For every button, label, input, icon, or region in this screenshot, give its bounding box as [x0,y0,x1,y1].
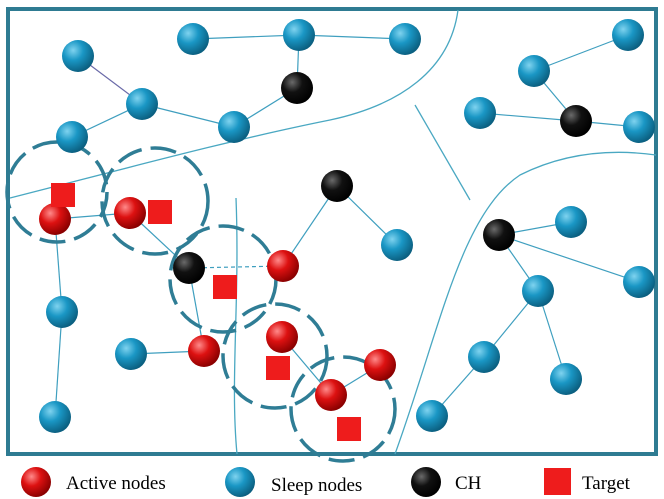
active-node [114,197,146,229]
sensing-range-ring [221,302,329,410]
network-link [498,234,640,283]
sleep-node [39,401,71,433]
legend-ch-label: CH [455,473,482,494]
sleep-node [62,40,94,72]
target-marker [213,275,237,299]
sleep-node [115,338,147,370]
active-node [39,203,71,235]
legend-ch-node-icon [411,467,441,497]
sleep-node [623,111,655,143]
target-marker [51,183,75,207]
sleep-node [46,296,78,328]
ch-node [321,170,353,202]
sleep-node [468,341,500,373]
target-marker [266,356,290,380]
targets-layer [51,183,361,441]
active-node [267,250,299,282]
network-link [192,34,300,40]
boundary-line-middle [414,104,471,201]
sleep-node [522,275,554,307]
legend-sleep-node-icon [225,467,255,497]
nodes-layer [39,19,655,433]
sleep-node [550,363,582,395]
boundary-curve-center [233,197,238,455]
active-node [315,379,347,411]
sleep-node [177,23,209,55]
sleep-node [518,55,550,87]
sleep-node [56,121,88,153]
ch-node [483,219,515,251]
legend-active-label: Active nodes [66,473,166,494]
sensing-range-ring [289,355,397,463]
ch-node [560,105,592,137]
target-marker [337,417,361,441]
boundary-curve-top [9,9,459,199]
sleep-node [218,111,250,143]
active-node [188,335,220,367]
sleep-node [389,23,421,55]
sensing-range-ring [100,146,210,256]
sleep-node [464,97,496,129]
legend-target-icon [544,468,571,495]
sleep-node [416,400,448,432]
network-link [479,112,577,122]
sleep-node [381,229,413,261]
boundary-curve-right [394,151,657,455]
sleep-node [612,19,644,51]
legend-active-node-icon [21,467,51,497]
target-marker [148,200,172,224]
sensing-ranges-layer [5,140,397,463]
legend-target-label: Target [582,473,631,494]
sleep-node [623,266,655,298]
sleep-node [555,206,587,238]
active-node [266,321,298,353]
ch-node [173,252,205,284]
legend-sleep-label: Sleep nodes [271,475,362,496]
sleep-node [126,88,158,120]
network-link [282,185,338,267]
network-link [298,34,406,40]
active-node [364,349,396,381]
cluster-boundaries [9,9,657,455]
sleep-node [283,19,315,51]
network-link [54,311,63,418]
network-link [533,34,629,72]
legend: Active nodes Sleep nodes CH Target [21,467,631,497]
ch-node [281,72,313,104]
